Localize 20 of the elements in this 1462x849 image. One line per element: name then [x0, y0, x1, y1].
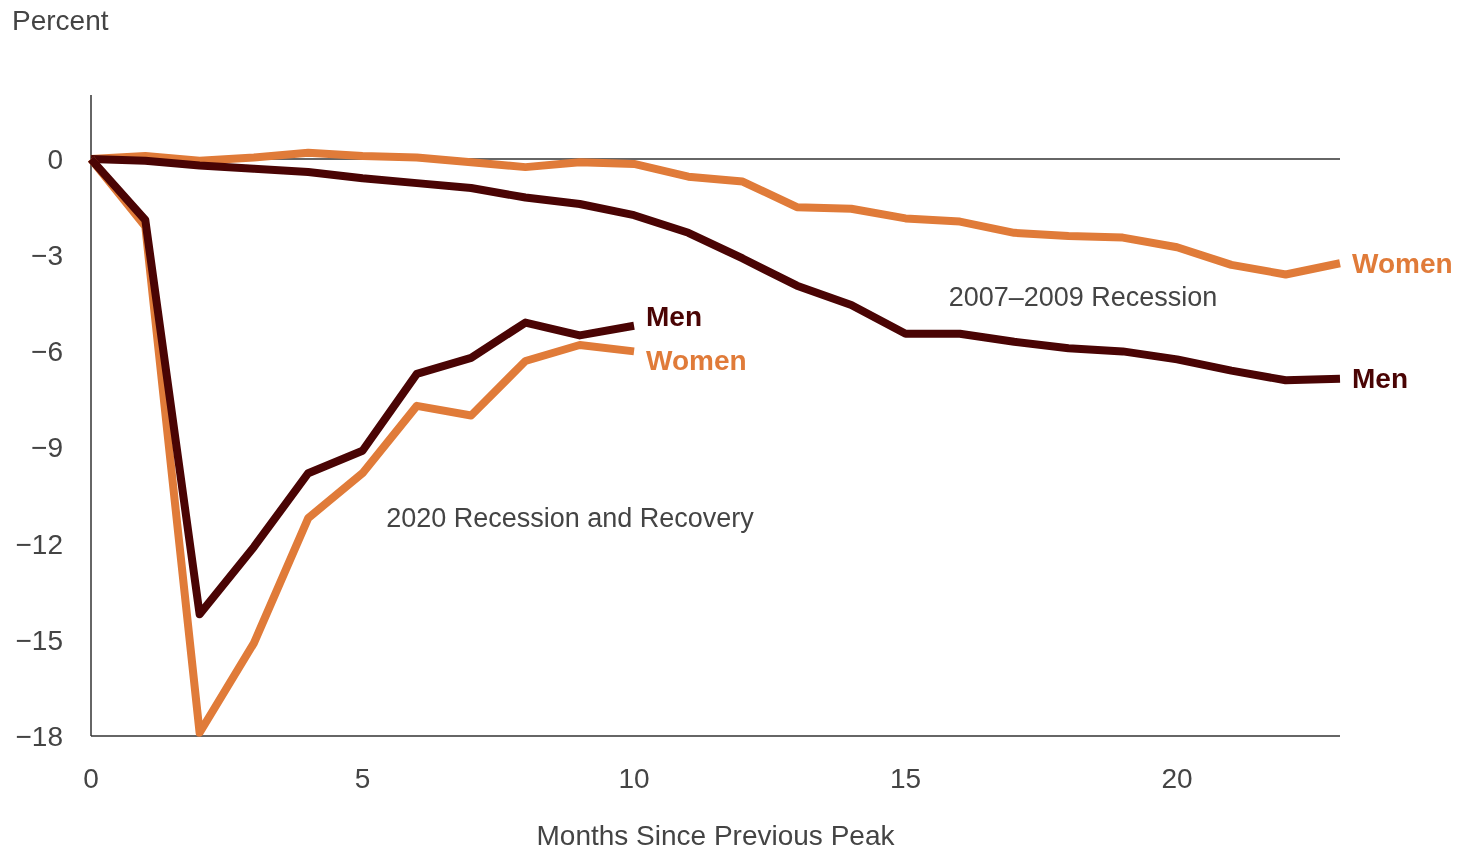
y-tick-label: 0: [47, 143, 63, 175]
x-axis-title: Months Since Previous Peak: [536, 820, 896, 849]
x-tick-label: 20: [1161, 763, 1193, 794]
x-tick-label: 5: [354, 763, 371, 794]
x-tick-label: 10: [618, 763, 650, 794]
y-tick-label: −18: [15, 720, 63, 752]
x-tick-label: 0: [83, 763, 99, 794]
series-label: Women: [646, 345, 747, 377]
series-label: Men: [646, 301, 703, 333]
series-label: Men: [1352, 363, 1408, 395]
y-tick-label: −15: [15, 624, 63, 656]
series-label: Women: [1352, 248, 1453, 280]
y-tick-label: −3: [31, 240, 63, 272]
x-tick-label: 15: [889, 763, 922, 794]
y-tick-label: −6: [31, 336, 63, 368]
y-axis-title: Percent: [12, 5, 109, 36]
y-tick-label: −9: [31, 432, 63, 464]
annotation: 2007–2009 Recession: [948, 282, 1218, 313]
annotation: 2020 Recession and Recovery: [386, 503, 755, 534]
y-tick-label: −12: [15, 528, 63, 560]
